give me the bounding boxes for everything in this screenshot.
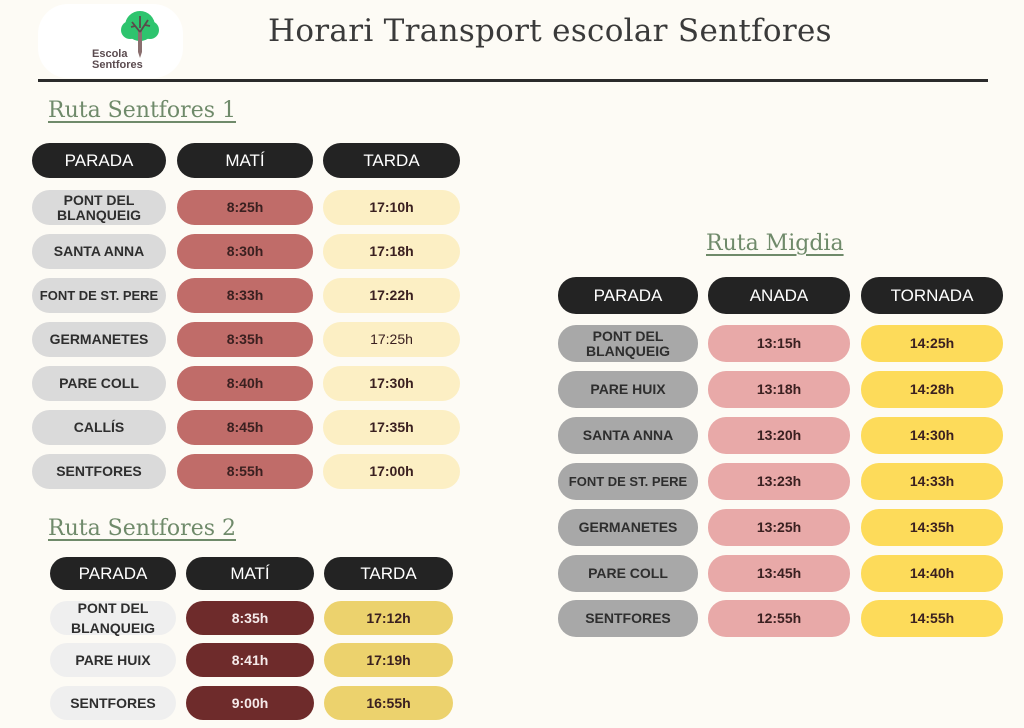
tree-pencil-logo-icon [121, 11, 159, 58]
route2-header-afternoon: TARDA [324, 557, 453, 590]
migdia-outbound-time: 12:55h [708, 600, 850, 637]
route1-morning-time: 8:35h [177, 322, 313, 357]
route1-afternoon-time: 17:30h [323, 366, 460, 401]
migdia-return-time: 14:30h [861, 417, 1003, 454]
route2-stop: SENTFORES [50, 686, 176, 720]
route2-morning-time: 9:00h [186, 686, 314, 720]
route1-stop: SENTFORES [32, 454, 166, 489]
header-divider [38, 79, 988, 82]
route1-header-afternoon: TARDA [323, 143, 460, 178]
route1-afternoon-time: 17:35h [323, 410, 460, 445]
migdia-stop: GERMANETES [558, 509, 698, 546]
route1-morning-time: 8:25h [177, 190, 313, 225]
migdia-stop: SANTA ANNA [558, 417, 698, 454]
route1-header-morning: MATÍ [177, 143, 313, 178]
migdia-header-outbound: ANADA [708, 277, 850, 314]
route1-stop: PARE COLL [32, 366, 166, 401]
page-title: Horari Transport escolar Sentfores [268, 13, 832, 49]
route1-afternoon-time: 17:22h [323, 278, 460, 313]
migdia-return-time: 14:28h [861, 371, 1003, 408]
migdia-stop: FONT DE ST. PERE [558, 463, 698, 500]
school-logo-text: Escola Sentfores [92, 49, 143, 71]
migdia-header-return: TORNADA [861, 277, 1003, 314]
route1-stop: SANTA ANNA [32, 234, 166, 269]
route1-morning-time: 8:40h [177, 366, 313, 401]
route1-morning-time: 8:30h [177, 234, 313, 269]
route1-afternoon-time: 17:25h [323, 322, 460, 357]
migdia-stop: PONT DEL BLANQUEIG [558, 325, 698, 362]
route1-header-stop: PARADA [32, 143, 166, 178]
migdia-outbound-time: 13:45h [708, 555, 850, 592]
migdia-stop: SENTFORES [558, 600, 698, 637]
route1-afternoon-time: 17:18h [323, 234, 460, 269]
migdia-title: Ruta Migdia [706, 231, 844, 256]
route2-header-morning: MATÍ [186, 557, 314, 590]
route2-afternoon-time: 16:55h [324, 686, 453, 720]
route2-afternoon-time: 17:19h [324, 643, 453, 677]
route1-stop: FONT DE ST. PERE [32, 278, 166, 313]
migdia-outbound-time: 13:20h [708, 417, 850, 454]
migdia-stop: PARE COLL [558, 555, 698, 592]
migdia-return-time: 14:33h [861, 463, 1003, 500]
route2-stop: PARE HUIX [50, 643, 176, 677]
migdia-outbound-time: 13:25h [708, 509, 850, 546]
route1-stop: GERMANETES [32, 322, 166, 357]
route2-morning-time: 8:35h [186, 601, 314, 635]
route2-morning-time: 8:41h [186, 643, 314, 677]
route1-morning-time: 8:45h [177, 410, 313, 445]
route1-afternoon-time: 17:10h [323, 190, 460, 225]
route1-morning-time: 8:55h [177, 454, 313, 489]
migdia-outbound-time: 13:23h [708, 463, 850, 500]
migdia-return-time: 14:35h [861, 509, 1003, 546]
migdia-return-time: 14:25h [861, 325, 1003, 362]
route2-header-stop: PARADA [50, 557, 176, 590]
logo-background [38, 4, 183, 78]
route2-afternoon-time: 17:12h [324, 601, 453, 635]
migdia-return-time: 14:40h [861, 555, 1003, 592]
route1-morning-time: 8:33h [177, 278, 313, 313]
migdia-return-time: 14:55h [861, 600, 1003, 637]
route2-title: Ruta Sentfores 2 [48, 516, 236, 541]
route1-afternoon-time: 17:00h [323, 454, 460, 489]
route1-stop: CALLÍS [32, 410, 166, 445]
logo-line-2: Sentfores [92, 59, 143, 71]
route1-stop: PONT DEL BLANQUEIG [32, 190, 166, 225]
route2-stop: PONT DEL BLANQUEIG [50, 600, 176, 636]
route1-title: Ruta Sentfores 1 [48, 98, 236, 123]
migdia-outbound-time: 13:18h [708, 371, 850, 408]
migdia-stop: PARE HUIX [558, 371, 698, 408]
logo-line-1: Escola [92, 48, 128, 60]
migdia-header-stop: PARADA [558, 277, 698, 314]
migdia-outbound-time: 13:15h [708, 325, 850, 362]
